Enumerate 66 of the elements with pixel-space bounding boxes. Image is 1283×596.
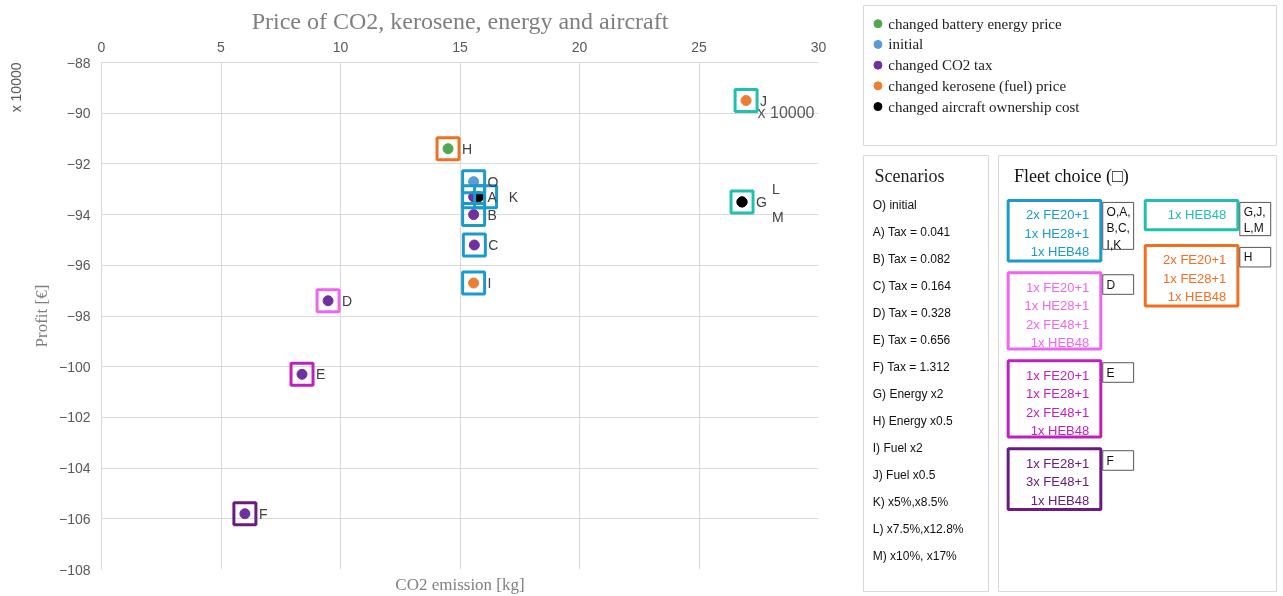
y-axis-title: Profit [€] [31,284,51,348]
text: K) x5%,x8.5% [872,495,949,510]
y-tick-label: −92 [66,155,91,172]
annotation: F [258,505,268,522]
text: M) x10%, x17% [872,549,958,564]
annotation: I [487,275,492,292]
text: F) Tax = 1.312 [872,360,950,375]
text: 2x FE20+1 1x HE28+1 1x HEB48 [1024,207,1090,260]
legend-label: changed kerosene (fuel) price [888,77,1067,95]
annotation: B [487,206,497,223]
text: 1x FE28+1 3x FE48+1 1x HEB48 [1026,455,1090,508]
x-tick-label: 5 [217,38,226,55]
y-tick-label: −88 [66,54,91,71]
y-tick-label: −100 [58,358,91,375]
x-tick-label: 30 [810,38,827,55]
x-tick-label: 10 [332,38,349,55]
x-tick-label: 15 [452,38,468,55]
text: 1x FE20+1 1x FE28+1 2x FE48+1 1x HEB48 [1026,367,1090,438]
annotation: C [488,237,499,254]
text: L) x7.5%,x12.8% [872,522,964,537]
y-tick-label: −106 [58,510,91,527]
annotation: D [342,292,353,309]
text: 2x FE20+1 1x FE28+1 1x HEB48 [1163,252,1227,305]
legend-label: changed CO2 tax [888,57,993,74]
annotation: K [508,188,519,205]
annotation: M [772,208,784,225]
y-tick-label: −104 [58,460,91,477]
chart-title: Price of CO2, kerosene, energy and aircraft [251,7,669,34]
y-tick-label: −108 [58,561,91,578]
text: D [1106,277,1116,292]
text: J) Fuel x0.5 [872,468,936,483]
text: Scenarios [874,166,945,187]
y-tick-label: −98 [66,308,91,324]
text: I) Fuel x2 [872,441,924,456]
legend-label: changed aircraft ownership cost [888,98,1081,115]
legend-label: changed battery energy price [888,15,1063,32]
annotation: G [756,193,767,210]
legend-label: initial [888,36,924,53]
y-tick-label: −96 [66,257,91,274]
text: H [1243,250,1253,265]
x-tick-label: 20 [571,38,588,55]
x-tick-label: 25 [691,38,707,55]
x-axis-title: CO2 emission [kg] [395,574,525,594]
annotation: E [316,366,326,383]
text: O,A, B,C, I,K [1106,205,1131,252]
text: Fleet choice (□) [1013,166,1129,188]
annotation: H [462,140,473,157]
text: F [1106,453,1114,468]
text: E) Tax = 0.656 [872,333,951,348]
x-tick-label: 0 [97,38,106,55]
text: D) Tax = 0.328 [872,306,952,321]
text: 1x HEB48 [1167,207,1227,223]
text: C) Tax = 0.164 [872,279,952,294]
text: x 10000 [7,62,24,113]
text: O) initial [872,198,917,213]
text: G) Energy x2 [872,387,944,402]
y-tick-label: −94 [66,206,91,223]
text: H) Energy x0.5 [872,414,954,429]
text: E [1106,365,1115,380]
y-tick-label: −102 [58,409,91,426]
text: A) Tax = 0.041 [872,225,951,240]
text: G,J, L,M [1243,205,1266,236]
y-tick-label: −90 [66,105,91,122]
text: 1x FE20+1 1x HE28+1 2x FE48+1 1x HEB48 [1024,279,1090,350]
text: B) Tax = 0.082 [872,252,951,267]
annotation: L [772,180,781,197]
